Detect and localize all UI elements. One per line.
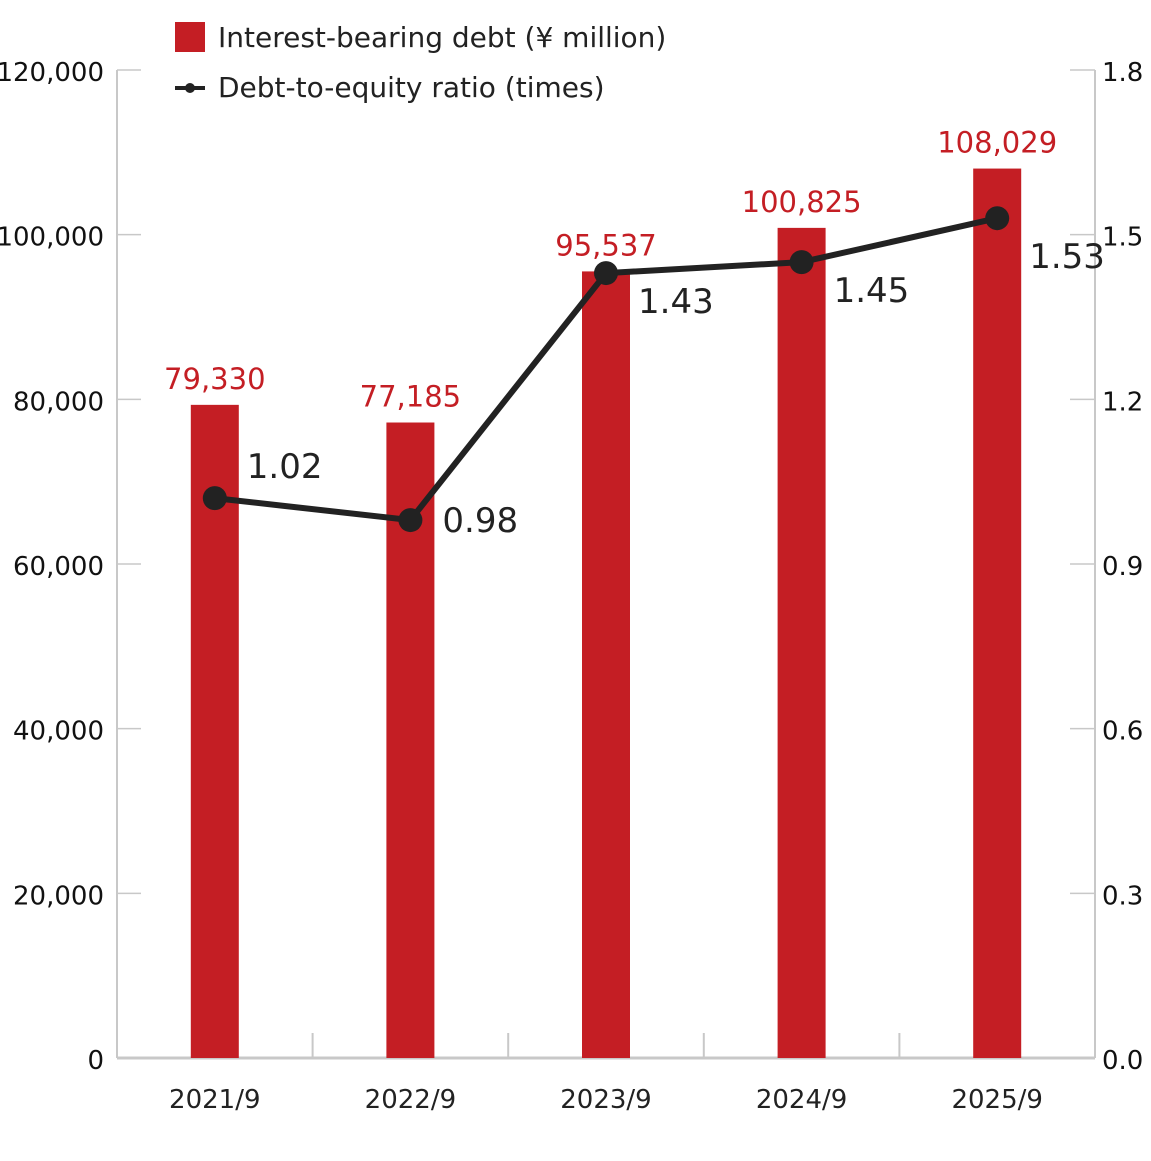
left-tick-label: 100,000: [0, 223, 104, 253]
bar-data-label: 77,185: [360, 380, 461, 414]
x-tick-label: 2022/9: [365, 1085, 456, 1115]
left-tick-label: 60,000: [13, 552, 104, 582]
x-tick-label: 2025/9: [951, 1085, 1042, 1115]
ratio-point: [985, 206, 1010, 231]
ratio-point: [398, 508, 423, 533]
ratio-point: [789, 250, 814, 275]
ratio-point: [594, 261, 618, 286]
left-tick-label: 120,000: [0, 58, 104, 88]
bar-data-label: 79,330: [164, 362, 265, 396]
x-tick-label: 2021/9: [169, 1085, 260, 1115]
right-tick-label: 0.6: [1102, 717, 1143, 747]
left-tick-label: 0: [87, 1046, 104, 1076]
legend-line-label: Debt-to-equity ratio (times): [218, 71, 605, 104]
right-tick-label: 1.5: [1102, 223, 1143, 253]
right-tick-label: 0.3: [1102, 881, 1143, 911]
left-tick-label: 80,000: [13, 387, 104, 417]
legend-line-marker: [185, 83, 195, 93]
ratio-point: [202, 486, 227, 511]
bar: [190, 404, 239, 1058]
ratio-data-label: 1.53: [1029, 237, 1105, 277]
bar: [582, 271, 630, 1058]
x-tick-label: 2023/9: [560, 1085, 651, 1115]
x-tick-label: 2024/9: [756, 1085, 847, 1115]
ratio-data-label: 0.98: [442, 501, 518, 541]
right-tick-label: 1.2: [1102, 387, 1143, 417]
bar-data-label: 100,825: [742, 185, 862, 219]
ratio-data-label: 1.43: [638, 282, 714, 322]
right-tick-label: 0.9: [1102, 552, 1143, 582]
right-tick-label: 1.8: [1102, 58, 1143, 88]
right-tick-label: 0.0: [1102, 1046, 1143, 1076]
legend-bar-label: Interest-bearing debt (¥ million): [218, 21, 666, 54]
bar-data-label: 95,537: [555, 228, 656, 262]
bar-data-label: 108,029: [937, 126, 1057, 160]
ratio-data-label: 1.02: [247, 447, 323, 487]
left-tick-label: 20,000: [13, 881, 104, 911]
ratio-data-label: 1.45: [834, 271, 910, 311]
legend-bar-swatch: [175, 22, 205, 52]
left-tick-label: 40,000: [13, 717, 104, 747]
bar: [777, 227, 826, 1059]
bar: [973, 168, 1022, 1059]
